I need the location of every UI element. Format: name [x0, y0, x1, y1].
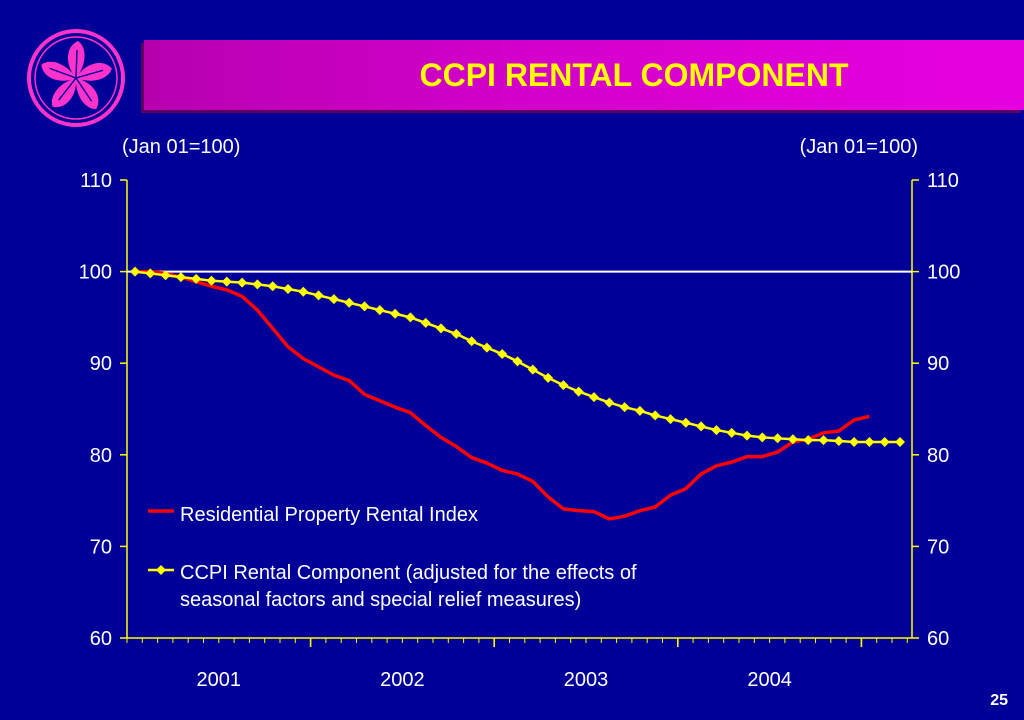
- ccpi-point: [573, 386, 584, 397]
- ccpi-point: [390, 308, 401, 319]
- y-tick-label-left: 90: [90, 353, 112, 375]
- slide-title: CCPI RENTAL COMPONENT: [419, 57, 849, 93]
- y-tick-label-left: 60: [90, 628, 112, 650]
- ccpi-point: [512, 356, 523, 367]
- bauhinia-flower-icon: [27, 29, 125, 127]
- ccpi-point: [283, 284, 293, 295]
- x-tick-label: 2001: [197, 669, 242, 691]
- ccpi-point: [818, 435, 829, 446]
- ccpi-point: [665, 414, 676, 425]
- ccpi-point: [634, 405, 645, 416]
- ccpi-point: [160, 270, 171, 281]
- ccpi-point: [466, 336, 477, 347]
- ccpi-point: [451, 328, 462, 339]
- y-tick-label-right: 80: [927, 445, 949, 467]
- ccpi-point: [420, 317, 431, 328]
- ccpi-point: [191, 273, 202, 284]
- ccpi-point: [267, 281, 278, 292]
- ccpi-point: [864, 436, 875, 447]
- ccpi-point: [344, 297, 355, 308]
- y-tick-label-right: 70: [927, 536, 949, 558]
- ccpi-point: [757, 432, 768, 443]
- y-tick-label-right: 110: [927, 170, 959, 192]
- ccpi-point: [589, 392, 599, 403]
- ccpi-point: [742, 430, 752, 441]
- ccpi-point: [604, 397, 615, 408]
- ccpi-point: [680, 417, 691, 428]
- ccpi-point: [726, 427, 737, 438]
- legend-label-rental-index: Residential Property Rental Index: [180, 504, 478, 526]
- y-tick-label-right: 100: [927, 262, 960, 284]
- ccpi-point: [497, 349, 508, 360]
- ccpi-point: [650, 410, 661, 421]
- ccpi-point: [558, 380, 569, 391]
- ccpi-point: [803, 435, 814, 446]
- y-tick-label-left: 100: [79, 262, 112, 284]
- page-number: 25: [990, 692, 1008, 709]
- legend-marker-ccpi: [156, 565, 166, 575]
- ccpi-point: [833, 436, 844, 447]
- x-tick-label: 2004: [747, 669, 792, 691]
- y-tick-label-right: 90: [927, 353, 949, 375]
- logo-petal-stripe: [58, 77, 77, 101]
- ccpi-point: [313, 290, 324, 301]
- ccpi-point: [696, 421, 707, 432]
- y-tick-label-left: 80: [90, 445, 112, 467]
- logo-petal-stripe: [75, 49, 78, 79]
- ccpi-point: [175, 272, 186, 283]
- x-tick-label: 2002: [380, 669, 425, 691]
- title-banner: CCPI RENTAL COMPONENT: [144, 40, 1024, 110]
- ccpi-point: [328, 294, 339, 305]
- y-tick-label-right: 60: [927, 628, 949, 650]
- ccpi-point: [436, 323, 446, 334]
- ccpi-point: [221, 276, 232, 287]
- ccpi-point: [527, 364, 538, 375]
- logo-petal-stripe: [75, 77, 93, 102]
- y-tick-label-left: 70: [90, 536, 112, 558]
- ccpi-point: [711, 425, 722, 436]
- logo-petal-stripe: [49, 67, 77, 79]
- x-tick-label: 2003: [564, 669, 609, 691]
- y-axis-label-right: (Jan 01=100): [800, 136, 918, 158]
- ccpi-point: [206, 275, 217, 286]
- ccpi-point: [145, 268, 156, 279]
- ccpi-point: [895, 436, 905, 447]
- logo-petal-stripe: [75, 69, 104, 79]
- y-tick-label-left: 110: [80, 170, 112, 192]
- ccpi-point: [481, 342, 492, 353]
- y-axis-label-left: (Jan 01=100): [122, 136, 240, 158]
- ccpi-point: [298, 286, 309, 297]
- ccpi-point: [359, 301, 370, 312]
- ccpi-point: [772, 433, 783, 444]
- logo-petal: [76, 62, 112, 81]
- ccpi-point: [405, 312, 416, 323]
- ccpi-point: [252, 279, 263, 290]
- ccpi-point: [374, 305, 385, 316]
- ccpi-point: [879, 436, 890, 447]
- ccpi-point: [237, 277, 248, 288]
- series-line-rental-index: [135, 269, 870, 521]
- ccpi-point: [787, 434, 798, 445]
- ccpi-point: [849, 436, 860, 447]
- ccpi-point: [619, 402, 630, 413]
- ccpi-point: [543, 372, 554, 383]
- ccpi-point: [130, 266, 140, 277]
- legend-label-ccpi: CCPI Rental Component (adjusted for the …: [180, 562, 637, 611]
